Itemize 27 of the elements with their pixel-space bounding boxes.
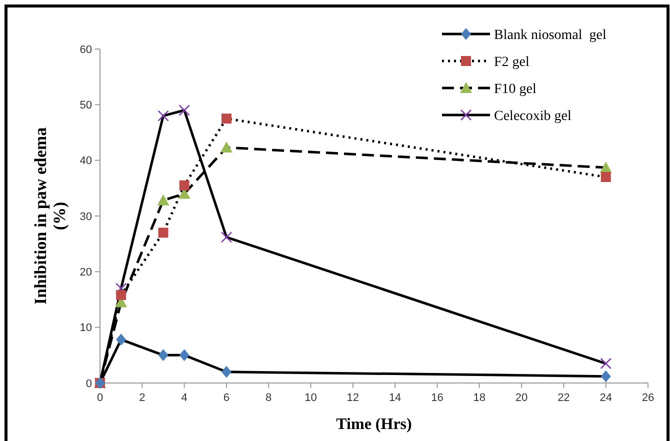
x-axis-title: Time (Hrs): [336, 416, 412, 433]
x-tick-label: 18: [473, 392, 486, 404]
y-tick-label: 60: [80, 44, 92, 56]
x-tick-label: 22: [558, 392, 570, 404]
x-tick-label: 24: [600, 392, 612, 404]
legend-label: Blank niosomal gel: [494, 28, 606, 43]
y-tick-label: 10: [80, 322, 92, 334]
x-tick-label: 16: [431, 392, 444, 404]
y-tick-label: 0: [86, 378, 92, 390]
x-tick-label: 12: [346, 392, 360, 404]
y-tick-label: 30: [80, 210, 92, 223]
x-tick-label: 0: [96, 392, 104, 404]
legend-label: Celecoxib gel: [494, 108, 572, 124]
x-tick-label: 14: [388, 392, 402, 404]
x-tick-label: 20: [515, 392, 528, 404]
x-tick-label: 10: [304, 392, 317, 404]
x-tick-label: 2: [139, 392, 146, 404]
y-tick-label: 20: [80, 266, 92, 279]
legend-label: F2 gel: [494, 54, 530, 70]
x-tick-label: 8: [266, 392, 272, 404]
y-tick-label: 50: [80, 100, 92, 112]
x-tick-label: 6: [223, 392, 230, 404]
y-axis-title: Inhibition in paw edema (%): [31, 126, 69, 305]
x-tick-label: 26: [642, 392, 654, 404]
legend-label: F10 gel: [494, 82, 536, 97]
x-tick-label: 4: [181, 392, 188, 404]
y-tick-label: 40: [80, 155, 92, 168]
